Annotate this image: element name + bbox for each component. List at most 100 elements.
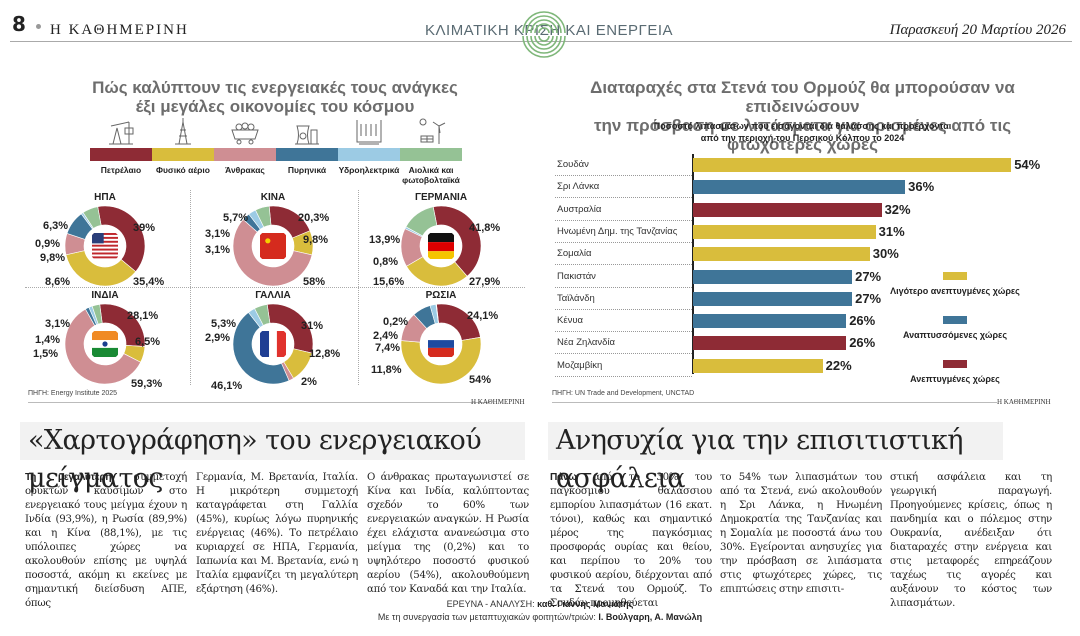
article-headline-left: «Χαρτογράφηση» του ενεργειακού μείγματος	[20, 422, 525, 494]
donut-svg	[400, 205, 482, 287]
column-text: στική ασφάλεια και τη γεωργική παραγωγή.…	[890, 472, 1052, 609]
bar	[693, 224, 876, 239]
usa-flag-icon	[92, 233, 118, 259]
column-text: Ο άνθρακας πρωταγωνιστεί σε Κίνα και Ινδ…	[367, 472, 529, 595]
slice-label: 3,1%	[205, 244, 231, 256]
slice-label: 1,4%	[35, 334, 61, 346]
bar-row: Ταϊλάνδη	[555, 288, 692, 310]
donut-chart: ΙΝΔΙΑ 28,1% 6,5% 59,3% 1,5% 1,4% 3,1%	[25, 290, 185, 390]
china-flag-icon	[260, 233, 286, 259]
oil-pump-icon	[109, 121, 134, 145]
slice-label: 9,8%	[303, 234, 329, 246]
donut-slice-αιολικά-και-φωτοβολταϊκά	[435, 303, 439, 324]
slice-label: 27,9%	[469, 276, 501, 288]
bar-category-label: Αυστραλία	[557, 203, 602, 215]
donut-slice-άνθρακας	[64, 308, 142, 385]
slice-label: 3,1%	[45, 318, 71, 330]
donut-slice-αιολικά-και-φωτοβολταϊκά	[255, 205, 272, 228]
article-left-col-2: Γερμανία, Μ. Βρετανία, Ιταλία. Η μικρότε…	[196, 471, 358, 597]
slice-label: 46,1%	[211, 380, 243, 392]
bar-value-label: 31%	[878, 223, 905, 239]
energy-mix-title: Πώς καλύπτουν τις ενεργειακές τους ανάγκ…	[25, 78, 525, 116]
bar	[693, 358, 823, 373]
legend-swatch	[338, 148, 400, 161]
donut-slice-αιολικά-και-φωτοβολταϊκά	[254, 304, 271, 326]
bar	[693, 247, 870, 262]
slice-label: 5,3%	[211, 318, 237, 330]
india-flag-icon	[92, 331, 118, 357]
slice-label: 12,8%	[309, 348, 341, 360]
gas-rig-icon	[175, 118, 191, 145]
bar	[693, 269, 853, 284]
bar-value-label: 26%	[849, 335, 876, 351]
donut-chart: ΡΩΣΙΑ 24,1% 54% 11,8% 7,4% 2,4% 0,2%	[361, 290, 521, 386]
slice-label: 20,3%	[298, 212, 330, 224]
chart-source: ΠΗΓΗ: UN Trade and Development, UNCTAD	[552, 390, 695, 397]
slice-label: 54%	[469, 374, 492, 386]
y-axis-line	[692, 154, 694, 374]
donut-chart: ΚΙΝΑ 20,3% 9,8% 58% 3,1% 3,1% 5,7%	[193, 192, 353, 288]
slice-label: 24,1%	[467, 310, 499, 322]
title-line-1: Πώς καλύπτουν τις ενεργειακές τους ανάγκ…	[92, 78, 458, 97]
column-text: συμμετοχή ορυκτών καυσίμων στο ενεργειακ…	[25, 472, 188, 609]
germany-flag-icon	[428, 233, 454, 259]
bar-row: Σομαλία	[555, 243, 692, 266]
bar-category-label: Πακιστάν	[557, 270, 596, 282]
grid-divider	[190, 190, 191, 385]
country-name: ΓΕΡΜΑΝΙΑ	[414, 192, 468, 203]
donut-slice-πυρηνικά	[232, 311, 290, 385]
donut-svg	[232, 205, 314, 287]
divider	[28, 402, 490, 403]
slice-label: 13,9%	[369, 234, 401, 246]
donut-svg	[232, 303, 314, 385]
donut-chart: ΓΑΛΛΙΑ 31% 12,8% 2% 46,1% 2,9% 5,3%	[193, 290, 353, 392]
page-header: 8 Η ΚΑΘΗΜΕΡΙΝΗ ΚΛΙΜΑΤΙΚΗ ΚΡΙΣΗ ΚΑΙ ΕΝΕΡΓ…	[10, 11, 1072, 58]
bar-row: Σουδάν	[555, 154, 692, 176]
research-label: ΕΡΕΥΝΑ - ΑΝΑΛΥΣΗ:	[446, 599, 538, 609]
legend-item: Αναπτυσσόμενες χώρες	[880, 316, 1030, 340]
bar-row: Πακιστάν	[555, 266, 692, 288]
lead-word: Πάνω	[550, 472, 577, 483]
country-name: ΙΝΔΙΑ	[91, 290, 119, 301]
slice-label: 41,8%	[469, 222, 501, 234]
bar-category-label: Σουδάν	[557, 159, 589, 170]
legend-swatch	[943, 272, 967, 280]
slice-label: 35,4%	[133, 276, 165, 288]
divider	[552, 402, 997, 403]
bar-row: Σρι Λάνκα	[555, 176, 692, 199]
slice-label: 5,7%	[223, 212, 249, 224]
slice-label: 15,6%	[373, 276, 405, 288]
article-headline-right: Ανησυχία για την επισιτιστική ασφάλεια	[548, 422, 1003, 494]
bar-row: Κένυα	[555, 310, 692, 333]
lead-word: Τη μεγαλύτερη	[25, 472, 112, 483]
wind-solar-icon	[419, 118, 446, 144]
article-right-col-2: το 54% των λιπασμάτων του από τα Στενά, …	[720, 471, 882, 597]
bar-value-label: 30%	[872, 246, 899, 262]
legend-label: Υδροηλεκτρικά	[338, 165, 400, 175]
fertilizer-title: Διαταραχές στα Στενά του Ορμούζ θα μπορο…	[550, 78, 1055, 154]
chart-source: ΠΗΓΗ: Energy Institute 2025	[28, 390, 118, 397]
russia-flag-icon	[428, 331, 454, 357]
legend-swatch	[400, 148, 462, 161]
slice-label: 6,3%	[43, 220, 69, 232]
slice-label: 58%	[303, 276, 326, 288]
newspaper-name: Η ΚΑΘΗΜΕΡΙΝΗ	[50, 22, 189, 38]
slice-label: 31%	[301, 320, 324, 332]
legend-label: Λιγότερο ανεπτυγμένες χώρες	[890, 286, 1020, 296]
bar	[693, 158, 1012, 172]
donut-slice-αιολικά-και-φωτοβολταϊκά	[91, 304, 103, 325]
title-line-2: έξι μεγάλες οικονομίες του κόσμου	[135, 97, 415, 116]
donut-chart: ΗΠΑ 39% 35,4% 8,6% 9,8% 0,9% 6,3%	[25, 192, 185, 288]
fertilizer-subtitle: Ποσοστό λιπασμάτων που εισάγονται διά θα…	[550, 120, 1055, 144]
article-left-col-1: Τη μεγαλύτερη συμμετοχή ορυκτών καυσίμων…	[25, 471, 187, 611]
legend-label: Πετρέλαιο	[100, 165, 142, 175]
legend-label: Αναπτυσσόμενες χώρες	[902, 330, 1007, 340]
donut-slice-άνθρακας	[232, 218, 313, 287]
country-name: ΚΙΝΑ	[260, 192, 286, 203]
bar	[693, 202, 882, 217]
bar-category-label: Σρι Λάνκα	[557, 181, 600, 193]
article-left-col-3: Ο άνθρακας πρωταγωνιστεί σε Κίνα και Ινδ…	[367, 471, 529, 597]
energy-mix-infographic: Πώς καλύπτουν τις ενεργειακές τους ανάγκ…	[25, 72, 525, 412]
slice-label: 2,9%	[205, 332, 231, 344]
legend-swatch	[276, 148, 338, 161]
